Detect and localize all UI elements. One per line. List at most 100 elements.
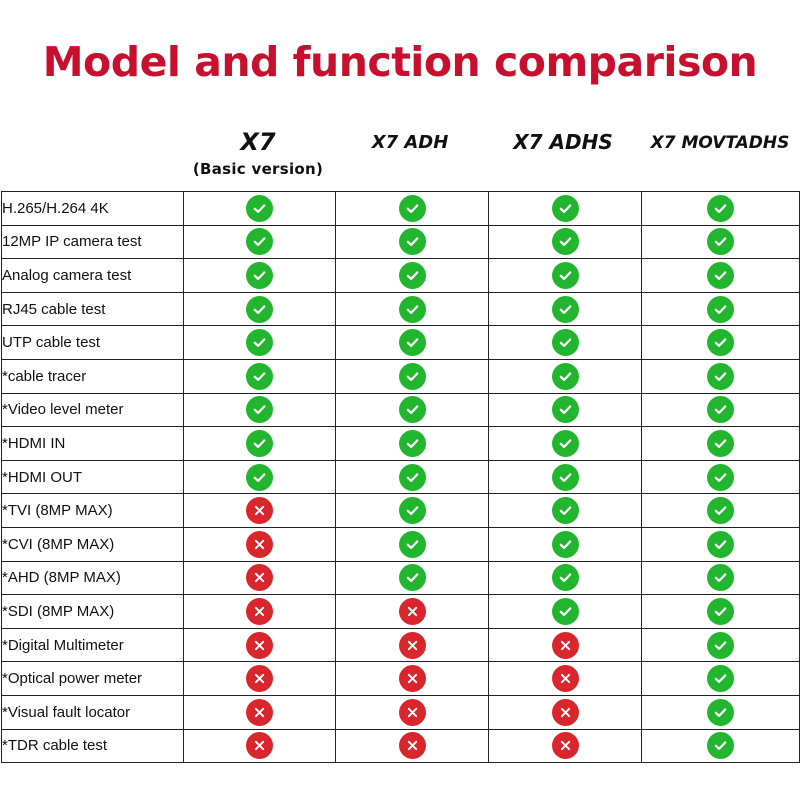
red-x-icon bbox=[246, 497, 273, 525]
green-check-icon bbox=[246, 261, 273, 289]
table-row: *Digital Multimeter bbox=[1, 627, 800, 663]
green-check-icon bbox=[707, 329, 734, 357]
support-cell bbox=[335, 224, 489, 260]
green-check-icon bbox=[246, 463, 273, 491]
support-cell bbox=[488, 224, 642, 260]
support-cell bbox=[335, 694, 489, 730]
green-check-icon bbox=[707, 429, 734, 457]
support-cell bbox=[335, 258, 489, 293]
table-row: *AHD (8MP MAX) bbox=[1, 560, 800, 596]
green-check-icon bbox=[707, 665, 734, 693]
red-x-icon bbox=[398, 631, 426, 659]
green-check-icon bbox=[246, 295, 273, 323]
support-cell bbox=[183, 459, 336, 495]
support-cell bbox=[335, 661, 489, 696]
support-cell bbox=[641, 594, 800, 629]
green-check-icon bbox=[707, 698, 734, 726]
support-cell bbox=[641, 459, 800, 495]
feature-label: *TVI (8MP MAX) bbox=[1, 493, 184, 528]
red-x-icon bbox=[246, 530, 273, 558]
green-check-icon bbox=[246, 429, 273, 457]
green-check-icon bbox=[551, 194, 579, 222]
support-cell bbox=[335, 728, 489, 764]
green-check-icon bbox=[398, 194, 426, 222]
support-cell bbox=[488, 627, 642, 663]
green-check-icon bbox=[551, 463, 579, 491]
support-cell bbox=[641, 224, 800, 260]
feature-label: *Visual fault locator bbox=[1, 694, 184, 730]
red-x-icon bbox=[246, 665, 273, 693]
table-row: 12MP IP camera test bbox=[1, 224, 800, 260]
support-cell bbox=[641, 493, 800, 528]
support-cell bbox=[641, 426, 800, 461]
support-cell bbox=[183, 325, 336, 360]
support-cell bbox=[183, 694, 336, 730]
feature-label: *AHD (8MP MAX) bbox=[1, 560, 184, 596]
green-check-icon bbox=[707, 597, 734, 625]
table-row: *HDMI IN bbox=[1, 426, 800, 461]
feature-label: *Optical power meter bbox=[1, 661, 184, 696]
green-check-icon bbox=[398, 463, 426, 491]
red-x-icon bbox=[398, 698, 426, 726]
support-cell bbox=[641, 291, 800, 327]
model-header-x7-adhs: X7 ADHS bbox=[487, 130, 639, 154]
feature-label: *HDMI IN bbox=[1, 426, 184, 461]
support-cell bbox=[183, 661, 336, 696]
green-check-icon bbox=[707, 497, 734, 525]
green-check-icon bbox=[551, 564, 579, 592]
green-check-icon bbox=[246, 362, 273, 390]
red-x-icon bbox=[246, 597, 273, 625]
table-row: *Visual fault locator bbox=[1, 694, 800, 730]
support-cell bbox=[335, 426, 489, 461]
green-check-icon bbox=[707, 362, 734, 390]
green-check-icon bbox=[398, 261, 426, 289]
support-cell bbox=[641, 392, 800, 428]
table-row: *SDI (8MP MAX) bbox=[1, 594, 800, 629]
table-row: *TVI (8MP MAX) bbox=[1, 493, 800, 528]
support-cell bbox=[488, 661, 642, 696]
support-cell bbox=[183, 594, 336, 629]
feature-label: *CVI (8MP MAX) bbox=[1, 526, 184, 562]
green-check-icon bbox=[398, 362, 426, 390]
support-cell bbox=[641, 258, 800, 293]
support-cell bbox=[335, 560, 489, 596]
green-check-icon bbox=[551, 362, 579, 390]
green-check-icon bbox=[707, 194, 734, 222]
support-cell bbox=[488, 526, 642, 562]
support-cell bbox=[488, 694, 642, 730]
green-check-icon bbox=[707, 564, 734, 592]
red-x-icon bbox=[246, 564, 273, 592]
feature-label: 12MP IP camera test bbox=[1, 224, 184, 260]
green-check-icon bbox=[551, 597, 579, 625]
support-cell bbox=[641, 325, 800, 360]
green-check-icon bbox=[398, 228, 426, 256]
feature-label: *cable tracer bbox=[1, 358, 184, 394]
support-cell bbox=[183, 191, 336, 226]
model-name: X7 ADH bbox=[371, 132, 449, 153]
comparison-table-body: H.265/H.264 4K 12MP IP camera test Analog … bbox=[1, 191, 800, 764]
table-row: RJ45 cable test bbox=[1, 291, 800, 327]
support-cell bbox=[335, 191, 489, 226]
support-cell bbox=[488, 459, 642, 495]
green-check-icon bbox=[551, 329, 579, 357]
green-check-icon bbox=[551, 228, 579, 256]
comparison-table: H.265/H.264 4K 12MP IP camera test Analog … bbox=[1, 191, 800, 764]
green-check-icon bbox=[398, 497, 426, 525]
green-check-icon bbox=[707, 732, 734, 760]
green-check-icon bbox=[707, 463, 734, 491]
table-row: *cable tracer bbox=[1, 358, 800, 394]
feature-label: H.265/H.264 4K bbox=[1, 191, 184, 226]
table-row: *Video level meter bbox=[1, 392, 800, 428]
green-check-icon bbox=[551, 295, 579, 323]
green-check-icon bbox=[551, 530, 579, 558]
support-cell bbox=[183, 291, 336, 327]
support-cell bbox=[183, 426, 336, 461]
support-cell bbox=[488, 258, 642, 293]
support-cell bbox=[335, 459, 489, 495]
red-x-icon bbox=[398, 665, 426, 693]
green-check-icon bbox=[707, 396, 734, 424]
feature-label: UTP cable test bbox=[1, 325, 184, 360]
support-cell bbox=[488, 291, 642, 327]
support-cell bbox=[641, 627, 800, 663]
table-row: H.265/H.264 4K bbox=[1, 191, 800, 226]
